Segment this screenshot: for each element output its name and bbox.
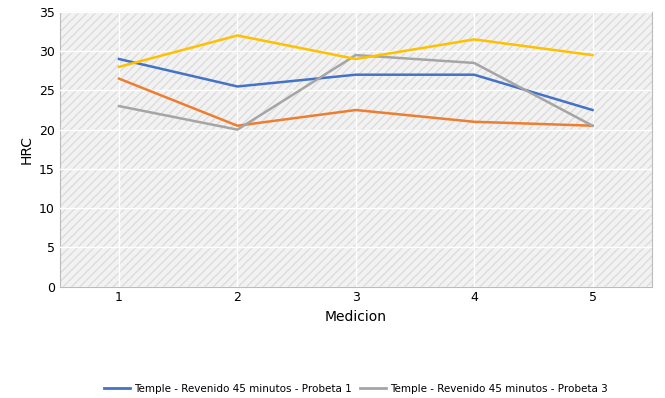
Bar <box>60 12 652 287</box>
X-axis label: Medicion: Medicion <box>325 310 387 324</box>
Legend: Temple - Revenido 45 minutos - Probeta 1, Temple - Revenido 45 minutos - Probeta: Temple - Revenido 45 minutos - Probeta 1… <box>100 380 612 398</box>
Y-axis label: HRC: HRC <box>19 135 33 164</box>
